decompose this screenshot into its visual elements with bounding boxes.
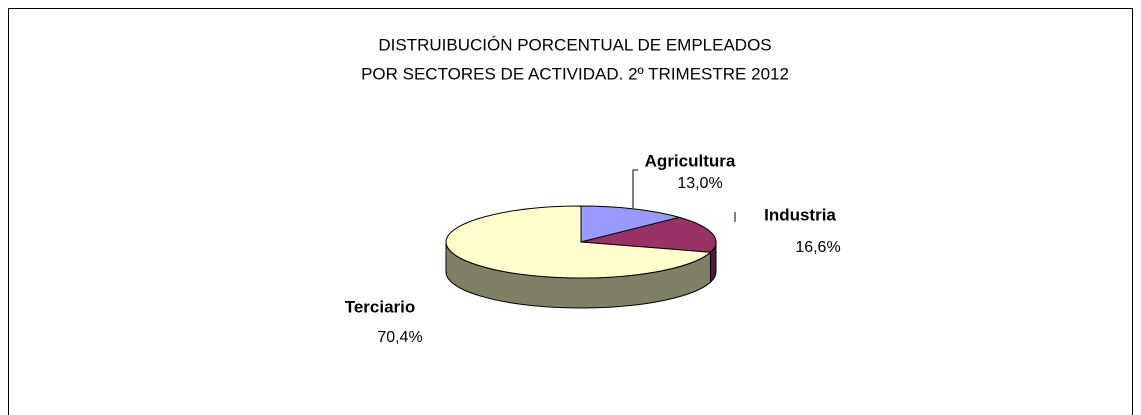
slice-category-label: Terciario (345, 297, 416, 316)
pie-slice (580, 205, 682, 243)
slice-category-label: Industria (764, 205, 836, 224)
slice-value-label: 13,0% (677, 175, 722, 192)
leader-line (632, 169, 638, 208)
chart-title: DISTRUIBUCIÓN PORCENTUAL DE EMPLEADOS (378, 35, 771, 54)
slice-value-label: 70,4% (377, 329, 422, 346)
pie-slice (580, 216, 717, 253)
slice-category-label: Agricultura (645, 151, 736, 170)
chart-title: POR SECTORES DE ACTIVIDAD. 2º TRIMESTRE … (361, 64, 789, 83)
pie-slice (445, 205, 712, 279)
slice-value-label: 16,6% (795, 239, 840, 256)
